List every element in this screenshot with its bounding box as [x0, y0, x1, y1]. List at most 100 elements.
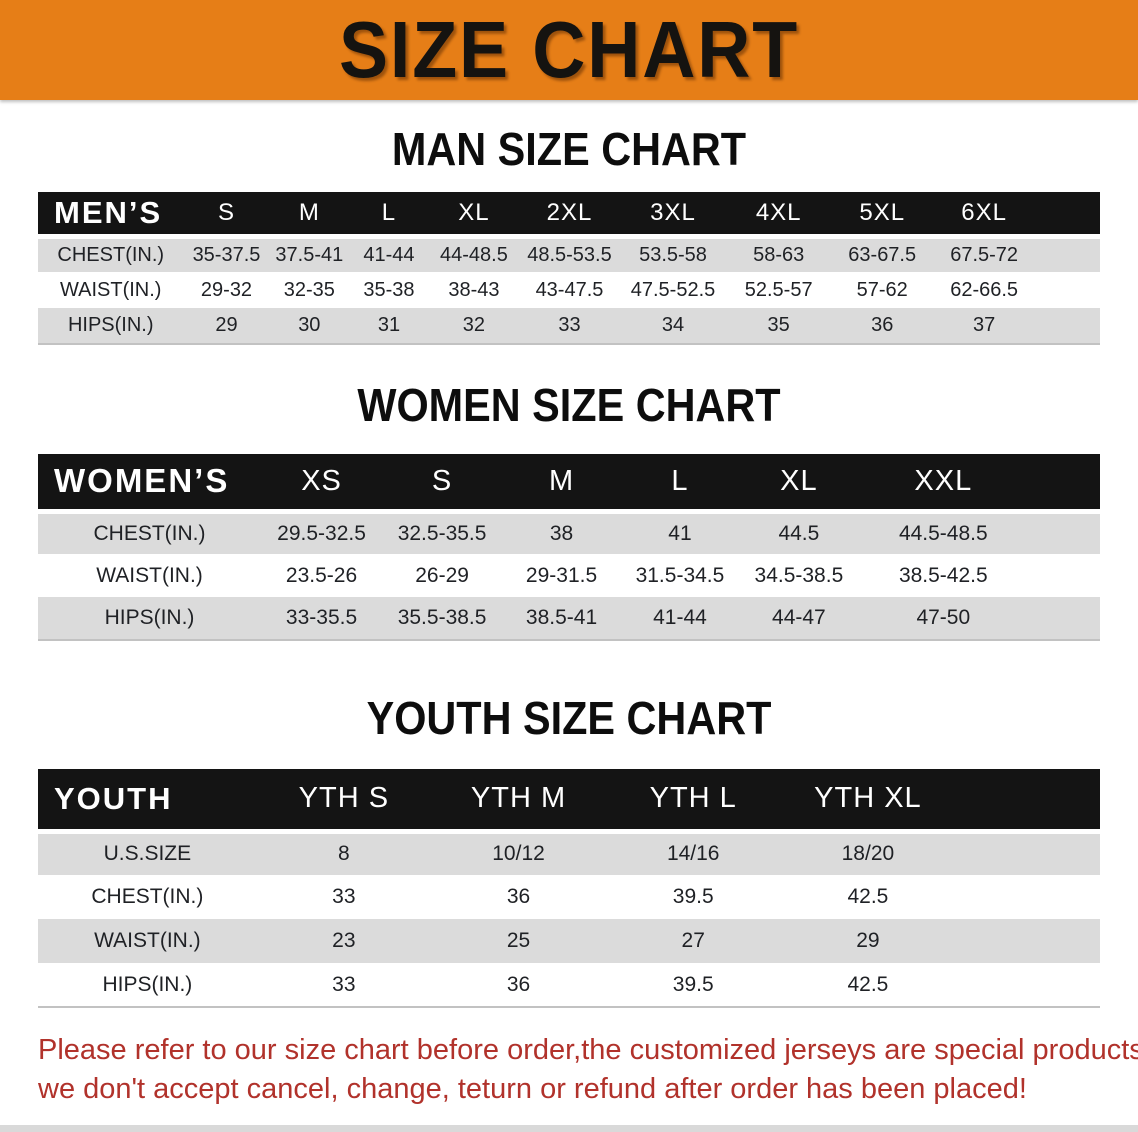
table-row: HIPS(IN.) 29 30 31 32 33 34 35 36 37 — [38, 308, 1100, 344]
filler-cell — [1035, 192, 1100, 239]
table-row: CHEST(IN.) 29.5-32.5 32.5-35.5 38 41 44.5 44.5… — [38, 511, 1100, 554]
size-column-header: XS — [261, 454, 383, 514]
size-value: 29-31.5 — [502, 554, 622, 597]
size-column-header: YTH XL — [780, 769, 956, 834]
size-column-header: YTH M — [430, 769, 607, 834]
size-value: 35 — [726, 308, 832, 344]
size-value: 38.5-41 — [502, 597, 622, 640]
table-row: HIPS(IN.) 33 36 39.5 42.5 — [38, 963, 1100, 1007]
women-size-chart-section: WOMEN SIZE CHART WOMEN’S XS S M L XL XXL CHEST(… — [0, 382, 1138, 641]
size-column-header: 3XL — [619, 192, 727, 239]
size-value: 37 — [933, 308, 1036, 344]
size-value: 36 — [430, 875, 607, 919]
size-value: 38 — [502, 511, 622, 554]
size-column-header: 6XL — [933, 192, 1036, 239]
table-group-label: MEN’S — [38, 192, 184, 239]
note-line-2: we don't accept cancel, change, teturn o… — [38, 1073, 1027, 1105]
note-line-1: Please refer to our size chart before or… — [38, 1034, 1138, 1066]
size-column-header: M — [269, 192, 350, 239]
banner: SIZE CHART — [0, 0, 1138, 100]
size-value: 8 — [256, 831, 431, 875]
filler-cell — [1027, 554, 1100, 597]
size-value: 58-63 — [726, 236, 832, 272]
filler-cell — [1027, 454, 1100, 514]
size-value: 33 — [256, 875, 431, 919]
table-row: U.S.SIZE 8 10/12 14/16 18/20 — [38, 831, 1100, 875]
size-value: 36 — [831, 308, 934, 344]
size-column-header: YTH S — [256, 769, 431, 834]
size-value: 31.5-34.5 — [621, 554, 739, 597]
size-value: 36 — [430, 963, 607, 1007]
size-value: 41-44 — [621, 597, 739, 640]
size-value: 33 — [256, 963, 431, 1007]
size-value: 35.5-38.5 — [382, 597, 503, 640]
filler-cell — [1035, 272, 1100, 308]
size-value: 31 — [349, 308, 429, 344]
man-size-chart-section: MAN SIZE CHART MEN’S S M L XL 2XL 3XL 4XL 5XL 6XL… — [0, 126, 1138, 345]
size-value: 48.5-53.5 — [519, 236, 620, 272]
row-label: CHEST(IN.) — [38, 511, 262, 554]
order-note: Please refer to our size chart before or… — [38, 1031, 1138, 1109]
row-label: HIPS(IN.) — [38, 963, 257, 1007]
size-column-header: S — [382, 454, 503, 514]
table-group-label: YOUTH — [38, 769, 257, 834]
size-value: 38-43 — [428, 272, 520, 308]
table-header-row: WOMEN’S XS S M L XL XXL — [38, 454, 1100, 514]
row-label: HIPS(IN.) — [38, 597, 262, 640]
table-header-row: MEN’S S M L XL 2XL 3XL 4XL 5XL 6XL — [38, 192, 1100, 239]
size-value: 35-37.5 — [183, 236, 270, 272]
size-value: 42.5 — [780, 963, 956, 1007]
bottom-strip — [0, 1125, 1138, 1132]
filler-cell — [955, 769, 1100, 834]
size-value: 47-50 — [858, 597, 1028, 640]
size-value: 44-47 — [738, 597, 859, 640]
size-value: 23 — [256, 919, 431, 963]
size-value: 30 — [269, 308, 350, 344]
filler-cell — [1027, 597, 1100, 640]
man-chart-heading: MAN SIZE CHART — [391, 123, 747, 175]
size-value: 10/12 — [430, 831, 607, 875]
size-value: 25 — [430, 919, 607, 963]
size-value: 44.5-48.5 — [858, 511, 1028, 554]
size-value: 42.5 — [780, 875, 956, 919]
size-value: 53.5-58 — [619, 236, 727, 272]
youth-chart-heading: YOUTH SIZE CHART — [366, 692, 772, 744]
size-value: 39.5 — [606, 963, 781, 1007]
size-value: 34.5-38.5 — [738, 554, 859, 597]
filler-cell — [955, 919, 1100, 963]
table-row: WAIST(IN.) 23 25 27 29 — [38, 919, 1100, 963]
size-value: 37.5-41 — [269, 236, 350, 272]
row-label: WAIST(IN.) — [38, 554, 262, 597]
women-size-table: WOMEN’S XS S M L XL XXL CHEST(IN.) 29.5-32.5 32.5… — [38, 454, 1100, 641]
size-column-header: S — [183, 192, 270, 239]
size-value: 32 — [428, 308, 520, 344]
size-value: 44.5 — [738, 511, 859, 554]
size-column-header: XL — [428, 192, 520, 239]
filler-cell — [1027, 511, 1100, 554]
row-label: WAIST(IN.) — [38, 919, 257, 963]
size-value: 33 — [519, 308, 620, 344]
men-table-wrapper: MEN’S S M L XL 2XL 3XL 4XL 5XL 6XL CHEST(IN.) 35-37… — [0, 192, 1138, 345]
row-label: CHEST(IN.) — [38, 875, 257, 919]
filler-cell — [1035, 308, 1100, 344]
size-value: 67.5-72 — [933, 236, 1036, 272]
table-row: CHEST(IN.) 35-37.5 37.5-41 41-44 44-48.5 48.5… — [38, 236, 1100, 272]
size-value: 26-29 — [382, 554, 503, 597]
size-value: 63-67.5 — [831, 236, 934, 272]
table-row: WAIST(IN.) 29-32 32-35 35-38 38-43 43-47.5 47.… — [38, 272, 1100, 308]
men-size-table: MEN’S S M L XL 2XL 3XL 4XL 5XL 6XL CHEST(IN.) 35-37… — [38, 192, 1100, 345]
size-value: 29 — [780, 919, 956, 963]
size-column-header: 4XL — [726, 192, 832, 239]
size-value: 47.5-52.5 — [619, 272, 727, 308]
size-column-header: XL — [738, 454, 859, 514]
table-group-label: WOMEN’S — [38, 454, 262, 514]
row-label: WAIST(IN.) — [38, 272, 184, 308]
size-column-header: 2XL — [519, 192, 620, 239]
table-row: WAIST(IN.) 23.5-26 26-29 29-31.5 31.5-34.5 34… — [38, 554, 1100, 597]
size-value: 29-32 — [183, 272, 270, 308]
filler-cell — [955, 831, 1100, 875]
size-value: 33-35.5 — [261, 597, 383, 640]
size-column-header: L — [621, 454, 739, 514]
size-value: 35-38 — [349, 272, 429, 308]
